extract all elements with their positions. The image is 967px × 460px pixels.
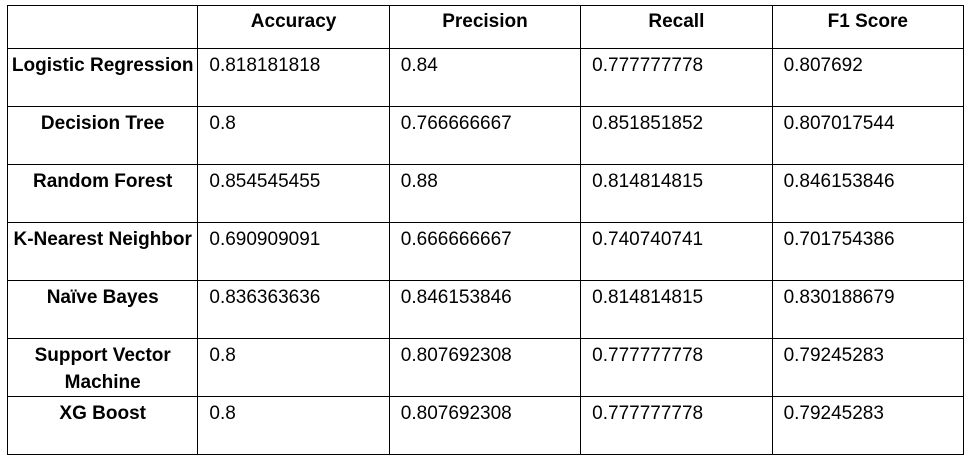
accuracy-cell: 0.854545455	[197, 164, 390, 223]
precision-cell: 0.766666667	[388, 106, 582, 165]
recall-cell: 0.777777778	[580, 396, 773, 455]
accuracy-cell: 0.818181818	[197, 48, 390, 107]
precision-cell: 0.807692308	[388, 396, 582, 455]
precision-cell: 0.846153846	[388, 280, 582, 339]
f1-score-cell: 0.830188679	[771, 280, 965, 339]
row-label: XG Boost	[6, 396, 199, 455]
row-label: Random Forest	[6, 164, 199, 223]
f1-score-cell: 0.79245283	[771, 338, 965, 397]
header-row: Accuracy Precision Recall F1 Score	[6, 5, 965, 49]
precision-cell: 0.666666667	[388, 222, 582, 281]
header-cell-f1-score: F1 Score	[771, 5, 965, 49]
recall-cell: 0.851851852	[580, 106, 773, 165]
table-row: XG Boost 0.8 0.807692308 0.777777778 0.7…	[6, 396, 965, 455]
accuracy-cell: 0.8	[197, 106, 390, 165]
row-label: Support Vector Machine	[6, 338, 199, 397]
recall-cell: 0.814814815	[580, 280, 773, 339]
recall-cell: 0.777777778	[580, 48, 773, 107]
metrics-table: Accuracy Precision Recall F1 Score Logis…	[6, 5, 965, 455]
f1-score-cell: 0.79245283	[771, 396, 965, 455]
f1-score-cell: 0.846153846	[771, 164, 965, 223]
accuracy-cell: 0.8	[197, 338, 390, 397]
recall-cell: 0.814814815	[580, 164, 773, 223]
table-row: Random Forest 0.854545455 0.88 0.8148148…	[6, 164, 965, 223]
f1-score-cell: 0.807017544	[771, 106, 965, 165]
row-label: Naïve Bayes	[6, 280, 199, 339]
table-row: Support Vector Machine 0.8 0.807692308 0…	[6, 338, 965, 397]
table-row: Logistic Regression 0.818181818 0.84 0.7…	[6, 48, 965, 107]
accuracy-cell: 0.690909091	[197, 222, 390, 281]
f1-score-cell: 0.807692	[771, 48, 965, 107]
row-label: K-Nearest Neighbor	[6, 222, 199, 281]
f1-score-cell: 0.701754386	[771, 222, 965, 281]
accuracy-cell: 0.836363636	[197, 280, 390, 339]
recall-cell: 0.777777778	[580, 338, 773, 397]
precision-cell: 0.807692308	[388, 338, 582, 397]
header-cell-blank	[6, 5, 199, 49]
header-cell-recall: Recall	[580, 5, 773, 49]
table-row: K-Nearest Neighbor 0.690909091 0.6666666…	[6, 222, 965, 281]
precision-cell: 0.88	[388, 164, 582, 223]
row-label: Logistic Regression	[6, 48, 199, 107]
recall-cell: 0.740740741	[580, 222, 773, 281]
precision-cell: 0.84	[388, 48, 582, 107]
header-cell-accuracy: Accuracy	[197, 5, 390, 49]
header-cell-precision: Precision	[388, 5, 582, 49]
table-row: Naïve Bayes 0.836363636 0.846153846 0.81…	[6, 280, 965, 339]
accuracy-cell: 0.8	[197, 396, 390, 455]
table-row: Decision Tree 0.8 0.766666667 0.85185185…	[6, 106, 965, 165]
row-label: Decision Tree	[6, 106, 199, 165]
